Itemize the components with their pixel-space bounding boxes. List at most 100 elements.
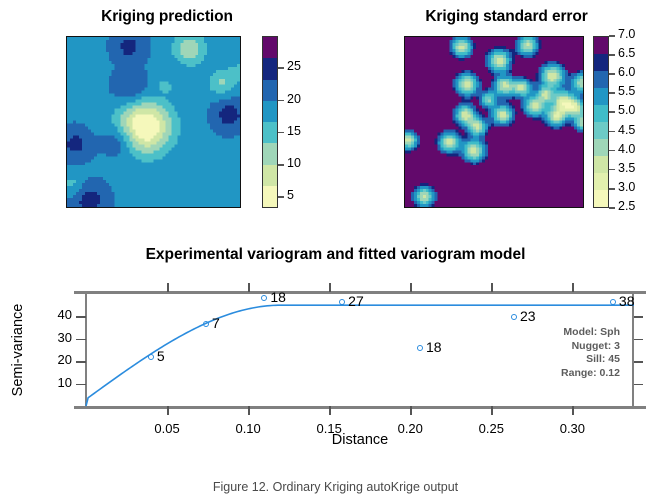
variogram-panel: Experimental variogram and fitted variog… bbox=[0, 232, 671, 467]
plot-frame-top bbox=[74, 291, 646, 294]
colorbar-band bbox=[263, 143, 277, 165]
variogram-point bbox=[147, 354, 154, 361]
x-axis-tick-top bbox=[410, 283, 412, 292]
right-axis-tick bbox=[634, 316, 643, 318]
variogram-point-label: 5 bbox=[156, 348, 165, 365]
colorbar-tick-mark bbox=[278, 99, 284, 102]
kriging-prediction-raster bbox=[66, 36, 241, 208]
variogram-point bbox=[261, 295, 268, 302]
right-axis-tick bbox=[634, 361, 643, 363]
maps-row: Kriging prediction 5 10 15 20 25 Kriging sta… bbox=[0, 0, 671, 228]
x-axis-tick: 0.10 bbox=[235, 406, 261, 435]
colorbar-tick-label: 6.5 bbox=[618, 46, 636, 61]
colorbar-tick-label: 2.5 bbox=[618, 199, 636, 213]
colorbar-tick-mark bbox=[609, 111, 615, 113]
kriging-prediction-colorbar-bands bbox=[262, 36, 278, 208]
colorbar-band bbox=[594, 71, 608, 88]
kriging-standard-error-colorbar-ticks: 2.5 3.0 3.5 4.0 4.5 5.0 5.5 6.0 6.5 7.0 bbox=[609, 28, 665, 212]
colorbar-tick-mark bbox=[609, 54, 615, 56]
colorbar-band bbox=[263, 122, 277, 144]
variogram-point-label: 18 bbox=[270, 289, 286, 306]
colorbar-band bbox=[594, 88, 608, 105]
kriging-standard-error-body: 2.5 3.0 3.5 4.0 4.5 5.0 5.5 6.0 6.5 7.0 bbox=[340, 28, 671, 212]
y-axis-tick-label: 10 bbox=[57, 374, 72, 390]
variogram-point-label: 7 bbox=[211, 314, 220, 331]
colorbar-band bbox=[263, 58, 277, 80]
x-axis-tick-label: 0.15 bbox=[316, 421, 342, 436]
figure-caption: Figure 12. Ordinary Kriging autoKrige ou… bbox=[212, 480, 459, 494]
colorbar-tick-label: 6.0 bbox=[618, 65, 636, 80]
variogram-point-label: 18 bbox=[425, 339, 442, 356]
kriging-standard-error-colorbar-bands bbox=[593, 36, 609, 208]
colorbar-band bbox=[594, 37, 608, 54]
colorbar-band bbox=[263, 37, 277, 59]
variogram-point-label: 23 bbox=[520, 307, 536, 324]
x-axis-tick-top bbox=[167, 283, 169, 292]
colorbar-tick-label: 5.5 bbox=[618, 84, 636, 99]
variogram-plot-area: 10 20 30 40 0.05 0.10 0.15 0.20 0.25 0.30 5 7 18 27… bbox=[58, 283, 646, 435]
x-axis-tick-top bbox=[572, 283, 574, 292]
plot-axis-left bbox=[85, 291, 88, 409]
colorbar-band bbox=[263, 164, 277, 186]
x-axis-tick: 0.25 bbox=[479, 406, 504, 435]
y-axis-tick: 40 bbox=[58, 308, 86, 321]
colorbar-band bbox=[594, 54, 608, 71]
variogram-point bbox=[511, 313, 518, 320]
right-axis-tick bbox=[634, 383, 643, 386]
kriging-prediction-panel: Kriging prediction 5 10 15 20 25 bbox=[0, 0, 330, 208]
colorbar-tick-label: 3.0 bbox=[618, 179, 636, 194]
colorbar-band bbox=[594, 105, 608, 122]
variogram-x-axis-title: Distance bbox=[331, 432, 389, 448]
colorbar-tick-mark bbox=[609, 149, 615, 152]
colorbar-band bbox=[594, 139, 608, 156]
colorbar-tick-label: 7.0 bbox=[618, 27, 636, 41]
colorbar-tick-mark bbox=[278, 67, 284, 69]
colorbar-tick-label: 10 bbox=[287, 156, 301, 170]
variogram-model-line: Nugget: 3 bbox=[571, 339, 620, 352]
colorbar-band bbox=[594, 190, 608, 207]
variogram-title: Experimental variogram and fitted variog… bbox=[145, 246, 526, 263]
colorbar-tick-label: 5 bbox=[287, 188, 294, 203]
variogram-point bbox=[339, 298, 346, 305]
variogram-model-line: Range: 0.12 bbox=[561, 366, 620, 379]
y-axis-tick: 30 bbox=[58, 331, 86, 344]
colorbar-tick-label: 25 bbox=[287, 59, 301, 74]
x-axis-tick-label: 0.25 bbox=[478, 421, 504, 436]
variogram-point bbox=[609, 299, 616, 306]
variogram-point bbox=[416, 345, 423, 352]
colorbar-tick-mark bbox=[278, 131, 284, 134]
colorbar-tick-mark bbox=[609, 35, 615, 37]
variogram-point-label: 27 bbox=[348, 292, 364, 309]
y-axis-tick-label: 20 bbox=[57, 352, 72, 368]
colorbar-tick-mark bbox=[609, 187, 615, 190]
colorbar-band bbox=[594, 156, 608, 173]
x-axis-tick: 0.05 bbox=[154, 406, 180, 435]
colorbar-tick-mark bbox=[609, 168, 615, 171]
x-axis-tick-label: 0.10 bbox=[235, 421, 261, 436]
x-axis-tick-top bbox=[491, 283, 493, 292]
colorbar-band bbox=[594, 173, 608, 190]
colorbar-band bbox=[263, 185, 277, 207]
x-axis-tick-label: 0.05 bbox=[154, 421, 180, 436]
colorbar-band bbox=[263, 100, 277, 122]
x-axis-tick-label: 0.30 bbox=[559, 421, 586, 436]
colorbar-tick-label: 15 bbox=[287, 123, 301, 138]
colorbar-tick-mark bbox=[609, 73, 615, 75]
colorbar-band bbox=[263, 79, 277, 101]
x-axis-tick-top bbox=[248, 283, 250, 292]
x-axis-tick-label: 0.20 bbox=[397, 421, 423, 436]
variogram-model-line: Model: Sph bbox=[563, 326, 620, 338]
colorbar-tick-label: 4.0 bbox=[618, 141, 636, 156]
colorbar-tick-label: 20 bbox=[287, 91, 301, 106]
colorbar-band bbox=[594, 122, 608, 139]
colorbar-tick-mark bbox=[609, 207, 615, 209]
plot-axis-right bbox=[632, 291, 635, 409]
x-axis-tick: 0.30 bbox=[560, 406, 585, 435]
variogram-point-label: 38 bbox=[618, 293, 635, 310]
colorbar-tick-mark bbox=[609, 92, 615, 94]
kriging-prediction-colorbar-ticks: 5 10 15 20 25 bbox=[278, 36, 334, 208]
x-axis-tick-top bbox=[329, 283, 331, 292]
x-axis-tick: 0.15 bbox=[317, 406, 342, 435]
variogram-y-axis-title: Semi-variance bbox=[10, 303, 26, 397]
colorbar-tick-mark bbox=[609, 130, 615, 133]
